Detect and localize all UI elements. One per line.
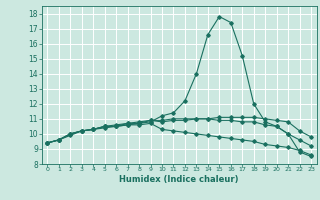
X-axis label: Humidex (Indice chaleur): Humidex (Indice chaleur) bbox=[119, 175, 239, 184]
